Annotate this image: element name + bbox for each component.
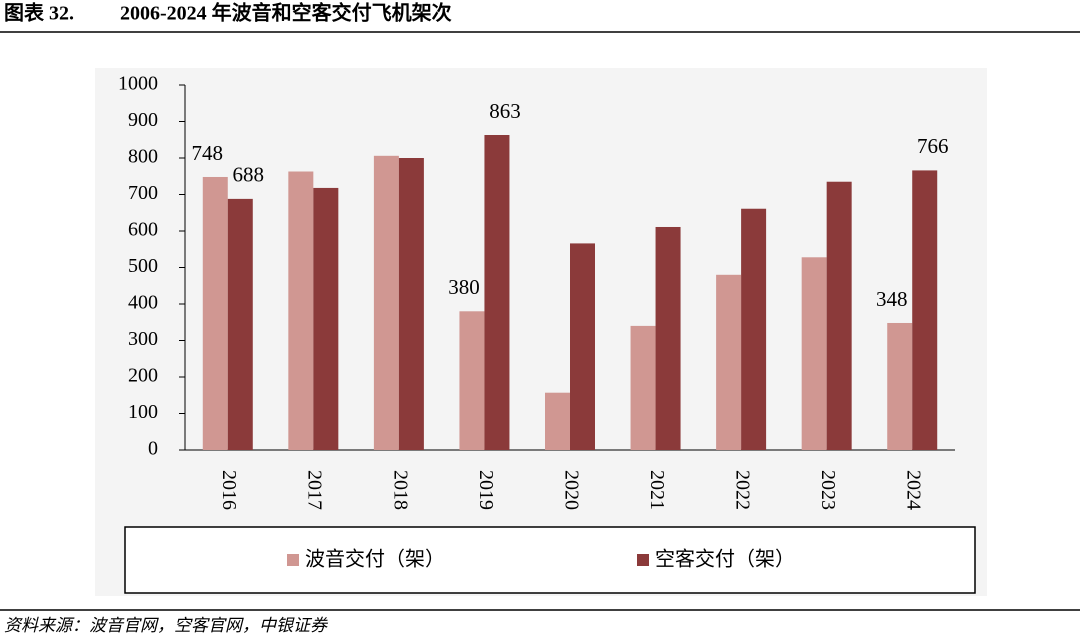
x-tick-label: 2016 [218,470,240,510]
chart-title: 2006-2024 年波音和空客交付飞机架次 [120,1,452,25]
bar [887,322,913,450]
x-tick-label: 2024 [903,470,925,510]
data-label: 348 [876,287,908,311]
y-tick-label: 100 [128,401,158,423]
data-label: 766 [917,134,949,158]
y-tick-label: 500 [128,255,158,277]
legend-label: 波音交付（架） [305,548,445,571]
y-tick-label: 300 [128,328,158,350]
bar [801,257,827,450]
legend-swatch [637,554,649,566]
bar [202,176,228,451]
source-note: 资料来源：波音官网，空客官网，中银证券 [4,616,329,635]
bar [545,392,570,450]
x-tick-label: 2019 [475,470,497,510]
y-tick-label: 900 [128,109,158,131]
bar [288,171,314,450]
x-tick-label: 2018 [389,470,411,510]
bar [912,170,938,450]
bar [227,198,253,450]
data-label: 863 [489,99,521,123]
bar [655,226,681,450]
bar [826,181,852,450]
bar [459,311,485,450]
bar [716,274,742,450]
bar [570,243,595,450]
y-tick-label: 700 [128,182,158,204]
bar [313,187,339,450]
x-tick-label: 2021 [646,470,668,510]
y-tick-label: 400 [128,292,158,314]
bar [484,135,510,450]
y-tick-label: 600 [128,219,158,241]
bar [398,158,424,450]
x-tick-label: 2020 [560,470,582,510]
data-label: 688 [233,163,265,187]
y-tick-label: 0 [148,438,158,460]
y-tick-label: 200 [128,365,158,387]
legend-swatch [287,554,299,566]
y-tick-label: 1000 [118,73,158,95]
y-tick-label: 800 [128,146,158,168]
x-tick-label: 2017 [304,470,326,510]
legend-box [124,526,976,594]
bar [741,208,767,450]
figure-label: 图表 32. [4,1,74,25]
x-tick-label: 2023 [817,470,839,510]
x-tick-label: 2022 [732,470,754,510]
data-label: 748 [192,141,224,165]
bar [630,325,656,450]
bar [373,155,399,450]
data-label: 380 [448,275,480,299]
legend-label: 空客交付（架） [655,548,795,571]
